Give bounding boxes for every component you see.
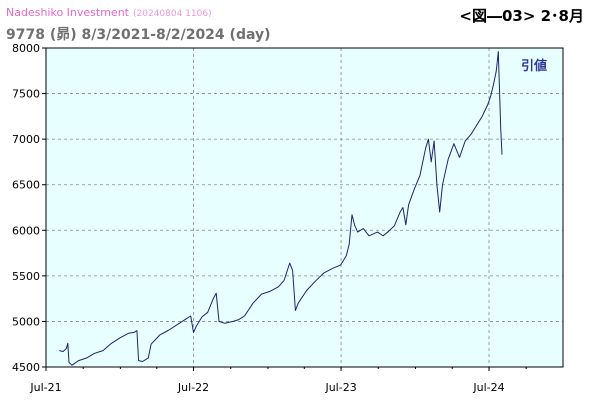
y-axis-ticks: 4500 5000 5500 6000 6500 7000 7500 8000	[12, 42, 46, 374]
y-tick-label: 7500	[12, 88, 40, 101]
brand-name: Nadeshiko Investment	[6, 6, 129, 19]
legend-label: 引値	[521, 58, 547, 74]
y-tick-label: 6000	[12, 224, 40, 237]
x-tick-label: Jul-23	[324, 381, 356, 394]
y-tick-label: 7000	[12, 133, 40, 146]
y-tick-label: 8000	[12, 42, 40, 55]
x-tick-label: Jul-21	[29, 381, 61, 394]
chart-subtitle: 9778 (昴) 8/3/2021-8/2/2024 (day)	[6, 27, 271, 43]
y-tick-label: 5500	[12, 270, 40, 283]
x-tick-label: Jul-24	[472, 381, 504, 394]
brand-title: Nadeshiko Investment (20240804 1106)	[6, 6, 212, 19]
x-tick-label: Jul-22	[177, 381, 209, 394]
series-layer	[59, 51, 503, 366]
y-tick-label: 4500	[12, 361, 40, 374]
plot-border	[45, 47, 564, 368]
y-tick-label: 5000	[12, 315, 40, 328]
figure-tag: <図―03> 2･8月	[459, 7, 584, 25]
plot-area	[46, 48, 563, 367]
y-tick-label: 6500	[12, 179, 40, 192]
grid-lines	[46, 48, 563, 367]
close-price-line	[59, 51, 503, 366]
timestamp: (20240804 1106)	[133, 9, 212, 19]
x-axis-ticks: Jul-21 Jul-22 Jul-23 Jul-24	[29, 367, 527, 394]
